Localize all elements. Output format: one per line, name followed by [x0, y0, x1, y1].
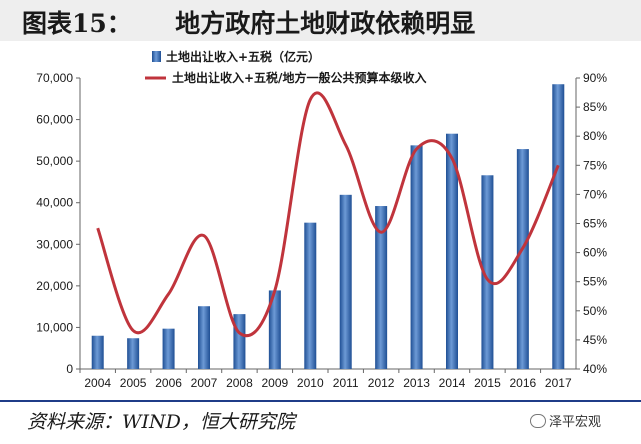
legend-bar-label: 土地出让收入+五税（亿元） [166, 49, 320, 64]
bar [268, 290, 281, 369]
x-tick-label: 2015 [474, 376, 501, 390]
line-series [96, 91, 560, 338]
y-left-tick-label: 10,000 [36, 320, 73, 334]
y-left-tick-label: 70,000 [36, 71, 73, 85]
legend: 土地出让收入+五税（亿元） 土地出让收入+五税/地方一般公共预算本级收入 [145, 49, 426, 85]
x-tick-label: 2008 [226, 376, 253, 390]
x-tick-label: 2012 [368, 376, 395, 390]
y-right-tick-label: 60% [583, 246, 607, 260]
x-tick-label: 2017 [545, 376, 572, 390]
source-note: 资料来源：WIND，恒大研究院 [27, 411, 295, 433]
y-right-tick-label: 55% [583, 275, 607, 289]
y-left-tick-label: 60,000 [36, 113, 73, 127]
legend-line-label: 土地出让收入+五税/地方一般公共预算本级收入 [172, 70, 426, 85]
y-left-tick-label: 0 [66, 362, 73, 376]
x-tick-label: 2011 [333, 376, 359, 390]
bar [481, 175, 494, 369]
y-right-tick-label: 70% [583, 187, 607, 201]
y-right-tick-label: 40% [583, 362, 607, 376]
x-tick-label: 2006 [155, 376, 182, 390]
y-right-tick-label: 50% [583, 304, 607, 318]
y-right-tick-label: 85% [583, 100, 607, 114]
x-tick-label: 2005 [120, 376, 147, 390]
bar [304, 222, 317, 369]
bar [198, 306, 210, 369]
ratio-line [96, 91, 560, 338]
x-tick-label: 2016 [510, 376, 537, 390]
y-left-tick-label: 20,000 [36, 279, 73, 293]
y-right-tick-label: 65% [583, 217, 607, 231]
bar [375, 206, 388, 369]
y-left-tick-label: 30,000 [36, 237, 73, 251]
x-tick-label: 2014 [439, 376, 466, 390]
bar [233, 314, 246, 369]
y-left-tick-label: 40,000 [36, 196, 73, 210]
x-tick-label: 2010 [297, 376, 324, 390]
bar [446, 133, 458, 369]
chart-title: 图表15： 地方政府土地财政依赖明显 [22, 9, 476, 38]
bar [516, 149, 529, 369]
watermark: 泽平宏观 [530, 411, 601, 430]
x-tick-label: 2004 [84, 376, 111, 390]
watermark-text: 泽平宏观 [549, 415, 602, 430]
bar [127, 338, 140, 369]
x-tick-label: 2013 [403, 376, 430, 390]
bar-series [91, 84, 565, 369]
bar [339, 194, 352, 369]
x-tick-label: 2009 [262, 376, 289, 390]
wechat-icon [530, 414, 546, 428]
bar [410, 145, 423, 369]
bar [162, 328, 175, 369]
y-right-tick-label: 90% [583, 71, 607, 85]
y-right-tick-label: 80% [583, 129, 607, 143]
title-bar [0, 0, 641, 41]
y-right-tick-label: 45% [583, 333, 607, 347]
y-right-tick-label: 75% [583, 158, 607, 172]
y-left-tick-label: 50,000 [36, 154, 73, 168]
bar [552, 84, 565, 369]
legend-bar-swatch [152, 51, 161, 62]
bar [91, 335, 104, 369]
source-divider [0, 400, 641, 402]
x-tick-label: 2007 [191, 376, 218, 390]
